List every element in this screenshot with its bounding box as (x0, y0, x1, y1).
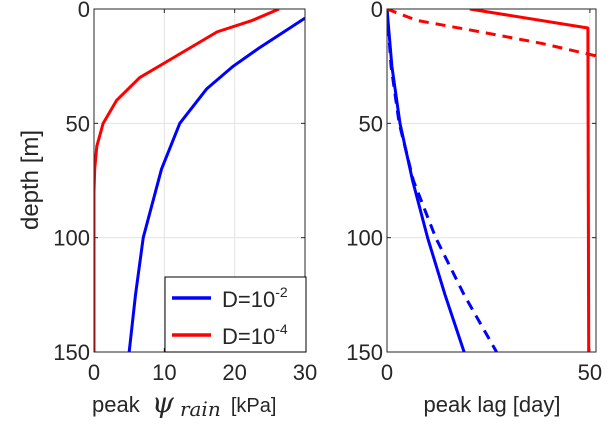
series-line-solid (387, 9, 466, 352)
right-x-axis-label: peak lag [day] (424, 392, 561, 417)
series-line-solid (469, 9, 591, 352)
series-line-solid (127, 16, 305, 352)
x-tick-label: 20 (222, 360, 246, 385)
y-tick-label: 150 (53, 340, 90, 365)
y-tick-label: 0 (78, 0, 90, 22)
x-label-symbol: ψ (152, 386, 175, 419)
y-tick-label: 0 (371, 0, 383, 22)
x-tick-label: 0 (381, 360, 393, 385)
y-tick-label: 100 (53, 226, 90, 251)
legend-label: D=10-2 (222, 284, 288, 312)
x-tick-label: 10 (152, 360, 176, 385)
y-tick-label: 150 (346, 340, 383, 365)
x-tick-label: 30 (293, 360, 317, 385)
series-line-dashed (387, 9, 596, 58)
x-tick-label: 50 (578, 360, 602, 385)
left-axes: 0 10 20 30 0 50 100 150 (53, 0, 317, 385)
legend: D=10-2 D=10-4 (164, 276, 307, 353)
legend-label: D=10-4 (222, 321, 288, 349)
legend-box (164, 276, 307, 353)
x-tick-label: 0 (88, 360, 100, 385)
x-label-subscript: rain (180, 397, 221, 421)
axes-box (386, 8, 597, 353)
series-line-dashed (387, 9, 498, 352)
left-y-axis-label: depth [m] (17, 130, 44, 230)
x-label-unit: [kPa] (231, 395, 277, 417)
left-x-axis-label: peak ψ rain [kPa] (92, 386, 276, 421)
y-tick-label: 50 (359, 111, 383, 136)
right-axes: 0 50 0 50 100 150 (346, 0, 602, 385)
y-tick-label: 100 (346, 226, 383, 251)
y-tick-label: 50 (66, 111, 90, 136)
x-label-prefix: peak (92, 392, 141, 417)
